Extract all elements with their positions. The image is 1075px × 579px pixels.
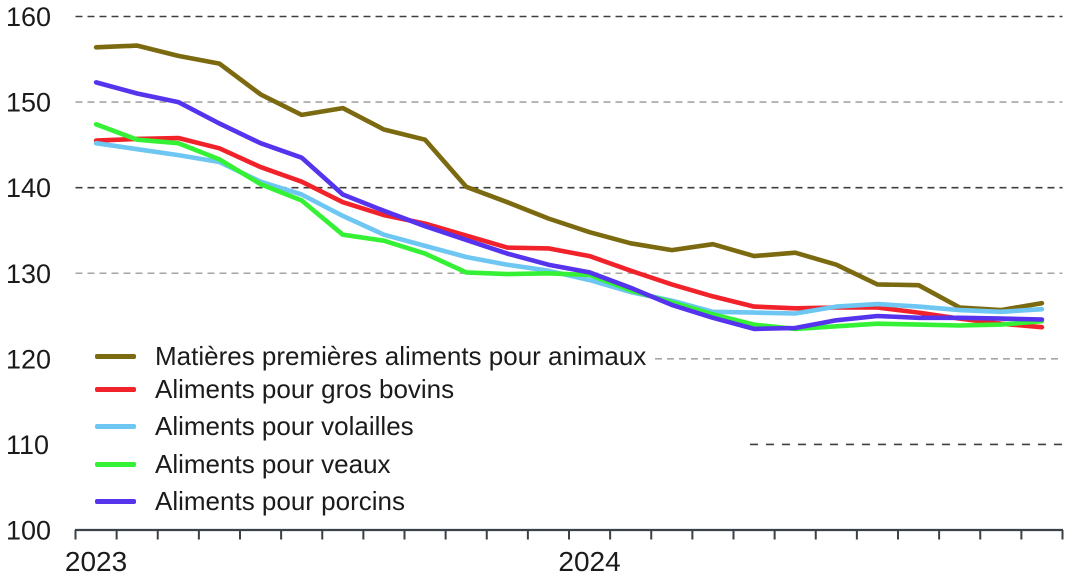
y-axis-label-110: 110 (6, 430, 49, 460)
legend-label: Matières premières aliments pour animaux (155, 340, 647, 371)
y-axis-label-160: 160 (6, 2, 51, 32)
legend-label: Aliments pour veaux (155, 448, 391, 479)
series-line-1 (93, 135, 1045, 330)
legend-item-4: Aliments pour porcins (95, 485, 405, 517)
legend-swatch-icon (95, 423, 136, 429)
series-line-0 (93, 43, 1045, 313)
legend-item-1: Aliments pour gros bovins (95, 373, 454, 405)
y-axis-label-100: 100 (6, 516, 51, 546)
legend-swatch-icon (95, 353, 136, 359)
x-axis-label-2023: 2023 (65, 546, 127, 577)
series-line-4 (93, 80, 1045, 332)
legend-label: Aliments pour volailles (155, 410, 414, 441)
legend-label: Aliments pour porcins (155, 485, 405, 516)
legend-label: Aliments pour gros bovins (155, 373, 455, 404)
legend-item-2: Aliments pour volailles (95, 410, 414, 442)
legend-swatch-icon (95, 461, 136, 467)
legend-item-3: Aliments pour veaux (95, 448, 391, 480)
series-line-3 (93, 122, 1045, 332)
legend-swatch-icon (95, 386, 136, 392)
y-axis-label-150: 150 (6, 88, 51, 118)
legend-swatch-icon (95, 498, 136, 504)
y-axis-label-120: 120 (6, 344, 51, 374)
y-axis-label-130: 130 (6, 259, 51, 289)
x-axis-label-2024: 2024 (558, 546, 620, 577)
legend-item-0: Matières premières aliments pour animaux (95, 340, 646, 372)
y-axis-label-140: 140 (6, 173, 51, 203)
